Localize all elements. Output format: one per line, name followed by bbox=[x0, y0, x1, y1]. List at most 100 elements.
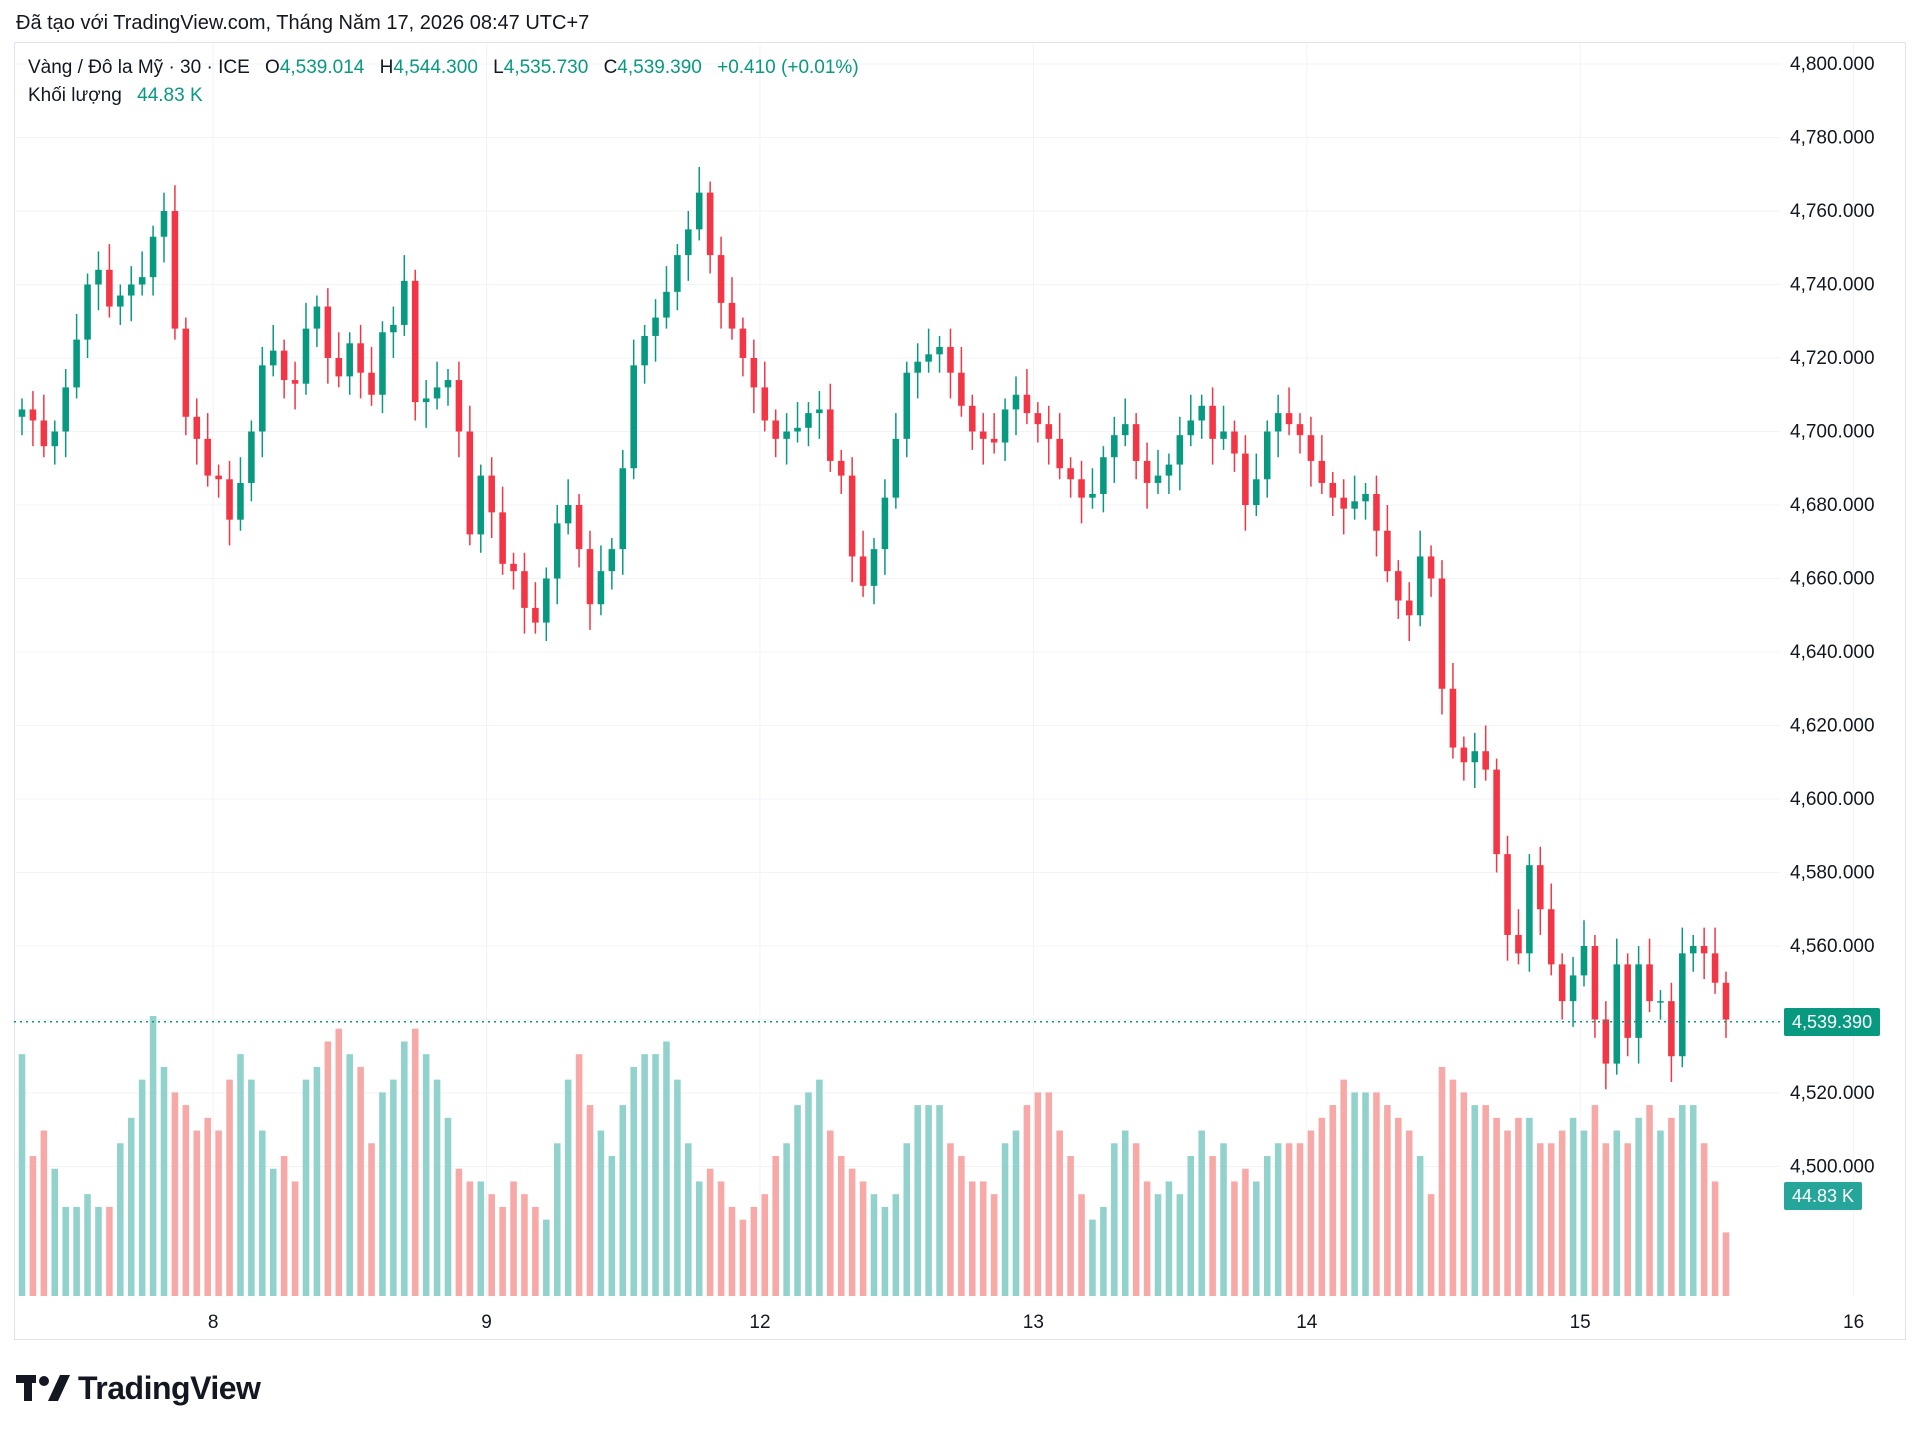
x-tick-label: 14 bbox=[1296, 1312, 1318, 1333]
y-tick-label: 4,720.000 bbox=[1790, 348, 1875, 369]
candle-body bbox=[1405, 600, 1413, 616]
candle-body bbox=[936, 346, 943, 355]
candle-body bbox=[1395, 571, 1402, 601]
candle-body bbox=[892, 438, 900, 498]
candle-body bbox=[1340, 497, 1347, 509]
candle-body bbox=[608, 549, 616, 572]
candle-body bbox=[717, 255, 725, 303]
candle-body bbox=[1121, 424, 1129, 436]
volume-bar bbox=[1220, 1143, 1227, 1296]
volume-bar bbox=[226, 1079, 233, 1296]
candle-body bbox=[488, 475, 495, 513]
candle-body bbox=[1187, 420, 1195, 436]
candle-body bbox=[18, 409, 26, 417]
volume-bar bbox=[553, 1143, 561, 1296]
candle-body bbox=[947, 346, 954, 373]
candle-body bbox=[1438, 578, 1446, 689]
candle-body bbox=[543, 578, 550, 623]
candle-body bbox=[881, 497, 889, 550]
volume-bar bbox=[1526, 1117, 1533, 1296]
candle-body bbox=[1504, 854, 1511, 935]
volume-bar bbox=[379, 1092, 386, 1296]
candle-body bbox=[641, 335, 648, 366]
volume-bar bbox=[291, 1181, 299, 1296]
candle-body bbox=[466, 431, 474, 535]
volume-bar bbox=[1602, 1143, 1610, 1296]
volume-bar bbox=[706, 1168, 714, 1296]
volume-bar bbox=[193, 1130, 201, 1296]
volume-bar bbox=[84, 1194, 91, 1296]
candle-body bbox=[1253, 479, 1260, 505]
candle-body bbox=[827, 409, 834, 461]
volume-bar bbox=[433, 1079, 441, 1296]
candle-body bbox=[1143, 460, 1151, 483]
change-value: +0.410 (+0.01%) bbox=[717, 57, 859, 78]
x-tick-label: 12 bbox=[749, 1312, 770, 1333]
volume-bar bbox=[335, 1028, 343, 1296]
close-label: C bbox=[603, 57, 618, 78]
volume-bar bbox=[1580, 1130, 1588, 1296]
volume-bar bbox=[881, 1206, 889, 1296]
chart-frame[interactable] bbox=[14, 42, 1906, 1340]
volume-bar bbox=[1296, 1143, 1304, 1296]
volume-bar bbox=[1668, 1117, 1675, 1296]
candle-body bbox=[149, 236, 157, 278]
tradingview-logo[interactable]: TradingView bbox=[16, 1368, 261, 1408]
chart-caption: Đã tạo với TradingView.com, Tháng Năm 17… bbox=[16, 12, 590, 34]
candle-body bbox=[739, 328, 747, 358]
volume-bar bbox=[1242, 1168, 1249, 1296]
candle-body bbox=[553, 523, 561, 579]
volume-bar bbox=[543, 1219, 550, 1296]
candle-body bbox=[990, 438, 998, 443]
volume-bar bbox=[499, 1206, 506, 1296]
candle-body bbox=[1220, 431, 1227, 439]
candle-body bbox=[1351, 501, 1358, 509]
candle-body bbox=[772, 420, 779, 439]
candle-body bbox=[1547, 909, 1555, 965]
candle-body bbox=[379, 332, 386, 395]
volume-bar bbox=[925, 1105, 932, 1296]
volume-label[interactable]: Khối lượng bbox=[28, 85, 122, 106]
volume-bar bbox=[1263, 1156, 1271, 1296]
candle-body bbox=[302, 328, 310, 384]
volume-bar bbox=[663, 1041, 670, 1296]
candle-body bbox=[1700, 946, 1708, 954]
candle-body bbox=[444, 380, 452, 388]
candle-body bbox=[226, 479, 233, 520]
x-tick-label: 9 bbox=[481, 1312, 492, 1333]
candle-body bbox=[1569, 975, 1577, 1002]
x-tick-label: 15 bbox=[1570, 1312, 1591, 1333]
volume-tag: 44.83 K bbox=[1784, 1182, 1863, 1210]
symbol-label[interactable]: Vàng / Đô la Mỹ · 30 · ICE bbox=[28, 57, 250, 78]
volume-bar bbox=[1143, 1181, 1151, 1296]
candle-body bbox=[859, 556, 867, 586]
candle-body bbox=[84, 284, 91, 340]
candle-body bbox=[805, 413, 812, 428]
candle-body bbox=[455, 380, 463, 432]
volume-bar bbox=[641, 1054, 648, 1296]
candle-body bbox=[1154, 475, 1162, 483]
volume-bar bbox=[1362, 1092, 1369, 1296]
volume-bar bbox=[302, 1079, 310, 1296]
volume-bar bbox=[1449, 1079, 1457, 1296]
candle-body bbox=[1362, 493, 1369, 502]
candle-body bbox=[597, 571, 605, 605]
candle-body bbox=[1471, 751, 1479, 763]
candle-body bbox=[706, 192, 714, 256]
y-tick-label: 4,680.000 bbox=[1790, 495, 1875, 516]
candle-body bbox=[138, 277, 146, 285]
candle-body bbox=[728, 302, 736, 329]
candle-body bbox=[564, 505, 572, 524]
candle-body bbox=[29, 409, 37, 421]
candle-body bbox=[1263, 431, 1271, 480]
candle-body bbox=[685, 229, 692, 256]
volume-bar bbox=[859, 1181, 867, 1296]
volume-bar bbox=[1657, 1130, 1664, 1296]
volume-bar bbox=[958, 1156, 965, 1296]
candle-body bbox=[1526, 865, 1533, 954]
candle-body bbox=[870, 549, 878, 586]
candle-body bbox=[1209, 405, 1216, 439]
candle-body bbox=[40, 420, 48, 447]
candle-body bbox=[1537, 865, 1544, 910]
